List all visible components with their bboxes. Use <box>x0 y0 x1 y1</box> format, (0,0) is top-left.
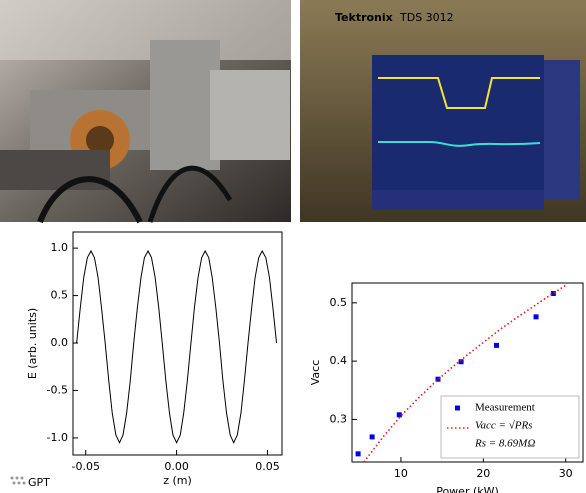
y-axis-label: E (arb. units) <box>26 308 39 379</box>
y-tick-label: 0.0 <box>51 336 69 349</box>
legend-label: Vacc = √PRs <box>475 420 532 432</box>
x-tick-label: 0.00 <box>164 460 189 473</box>
x-axis-label: z (m) <box>163 474 192 487</box>
x-axis-label: Power (kW) <box>436 485 499 493</box>
marker <box>493 342 499 348</box>
marker <box>550 290 556 296</box>
marker <box>396 412 402 418</box>
logo: GPT <box>10 476 50 489</box>
x-tick-label: 0.05 <box>255 460 280 473</box>
y-tick-label: 0.3 <box>330 412 348 425</box>
marker <box>435 376 441 382</box>
legend-swatch <box>455 405 460 411</box>
marker <box>355 451 361 457</box>
annotation: Rs = 8.69MΩ <box>474 438 535 450</box>
y-tick-label: 0.5 <box>51 289 69 302</box>
lab-photo <box>0 0 291 224</box>
x-tick-label: 20 <box>476 467 490 480</box>
scope-brand: Tektronix <box>335 11 393 24</box>
plot-frame <box>72 231 283 456</box>
y-tick-label: 0.4 <box>330 354 348 367</box>
y-tick-label: -1.0 <box>47 431 68 444</box>
y-tick-label: -0.5 <box>47 383 68 396</box>
marker <box>533 314 539 320</box>
x-tick-label: 10 <box>394 467 408 480</box>
scope-photo: Tektronix TDS 3012 <box>300 0 586 222</box>
data-line <box>363 284 567 462</box>
marker <box>458 359 464 365</box>
y-tick-label: 1.0 <box>51 241 69 254</box>
legend-label: Measurement <box>475 402 535 414</box>
x-tick-label: 30 <box>559 467 573 480</box>
logo-text: GPT <box>28 476 50 489</box>
x-tick-label: -0.05 <box>71 460 99 473</box>
marker <box>369 434 375 440</box>
plot-frame <box>351 282 584 463</box>
scope-model: TDS 3012 <box>399 11 454 24</box>
data-line <box>76 249 278 444</box>
y-tick-label: 0.5 <box>330 296 348 309</box>
legend-box <box>440 395 580 459</box>
y-axis-label: Vacc <box>309 360 322 386</box>
